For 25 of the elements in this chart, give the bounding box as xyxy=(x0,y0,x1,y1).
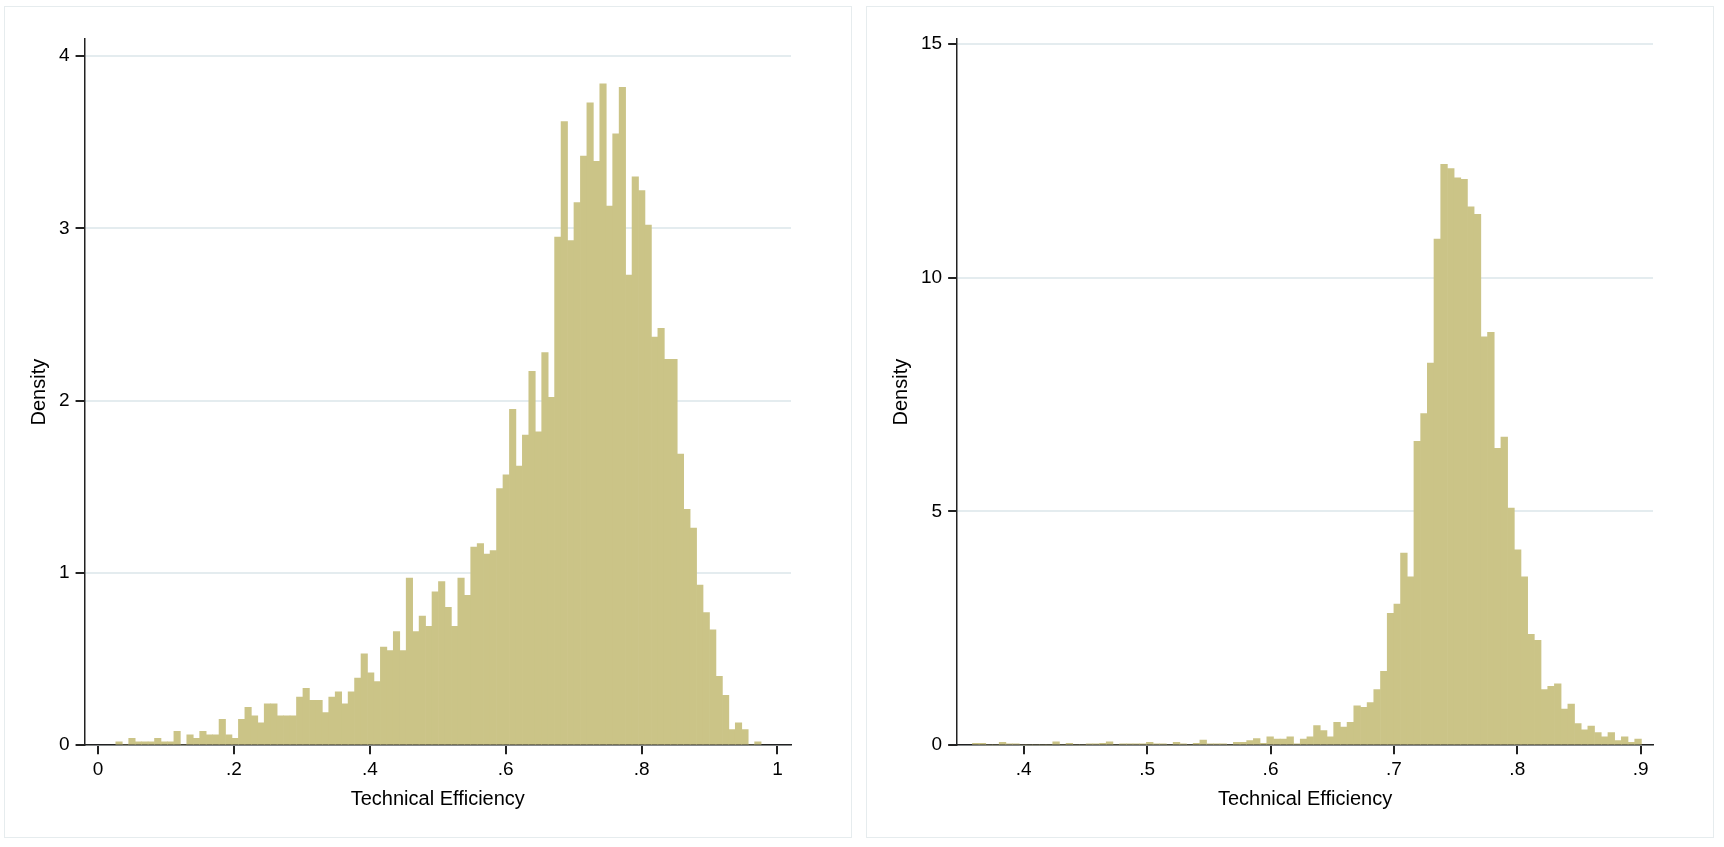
y-axis-title: Density xyxy=(26,358,49,426)
x-tick-label: 0 xyxy=(92,757,104,779)
y-axis-title: Density xyxy=(888,358,911,426)
x-tick-label: .8 xyxy=(1509,757,1526,779)
x-axis-title: Technical Efficiency xyxy=(1217,786,1393,809)
x-tick-label: .2 xyxy=(226,757,242,779)
y-tick-label: 3 xyxy=(58,216,70,238)
x-tick-label: .5 xyxy=(1139,757,1156,779)
x-tick-label: .9 xyxy=(1632,757,1649,779)
y-tick-label: 0 xyxy=(58,733,70,755)
y-tick-label: 10 xyxy=(920,265,943,287)
x-axis-title: Technical Efficiency xyxy=(350,786,525,809)
x-tick-label: .4 xyxy=(1015,757,1033,779)
x-tick-label: .8 xyxy=(633,757,650,779)
x-tick-label: .4 xyxy=(361,757,379,779)
x-tick-label: 1 xyxy=(772,757,783,779)
x-tick-label: .6 xyxy=(1262,757,1279,779)
y-tick-label: 2 xyxy=(58,388,70,410)
y-tick-label: 15 xyxy=(920,31,943,53)
x-tick-label: .6 xyxy=(497,757,514,779)
y-tick-label: 0 xyxy=(931,733,943,755)
y-tick-label: 4 xyxy=(58,44,70,66)
y-tick-label: 1 xyxy=(58,561,70,583)
x-tick-label: .7 xyxy=(1385,757,1402,779)
y-tick-label: 5 xyxy=(931,499,943,521)
